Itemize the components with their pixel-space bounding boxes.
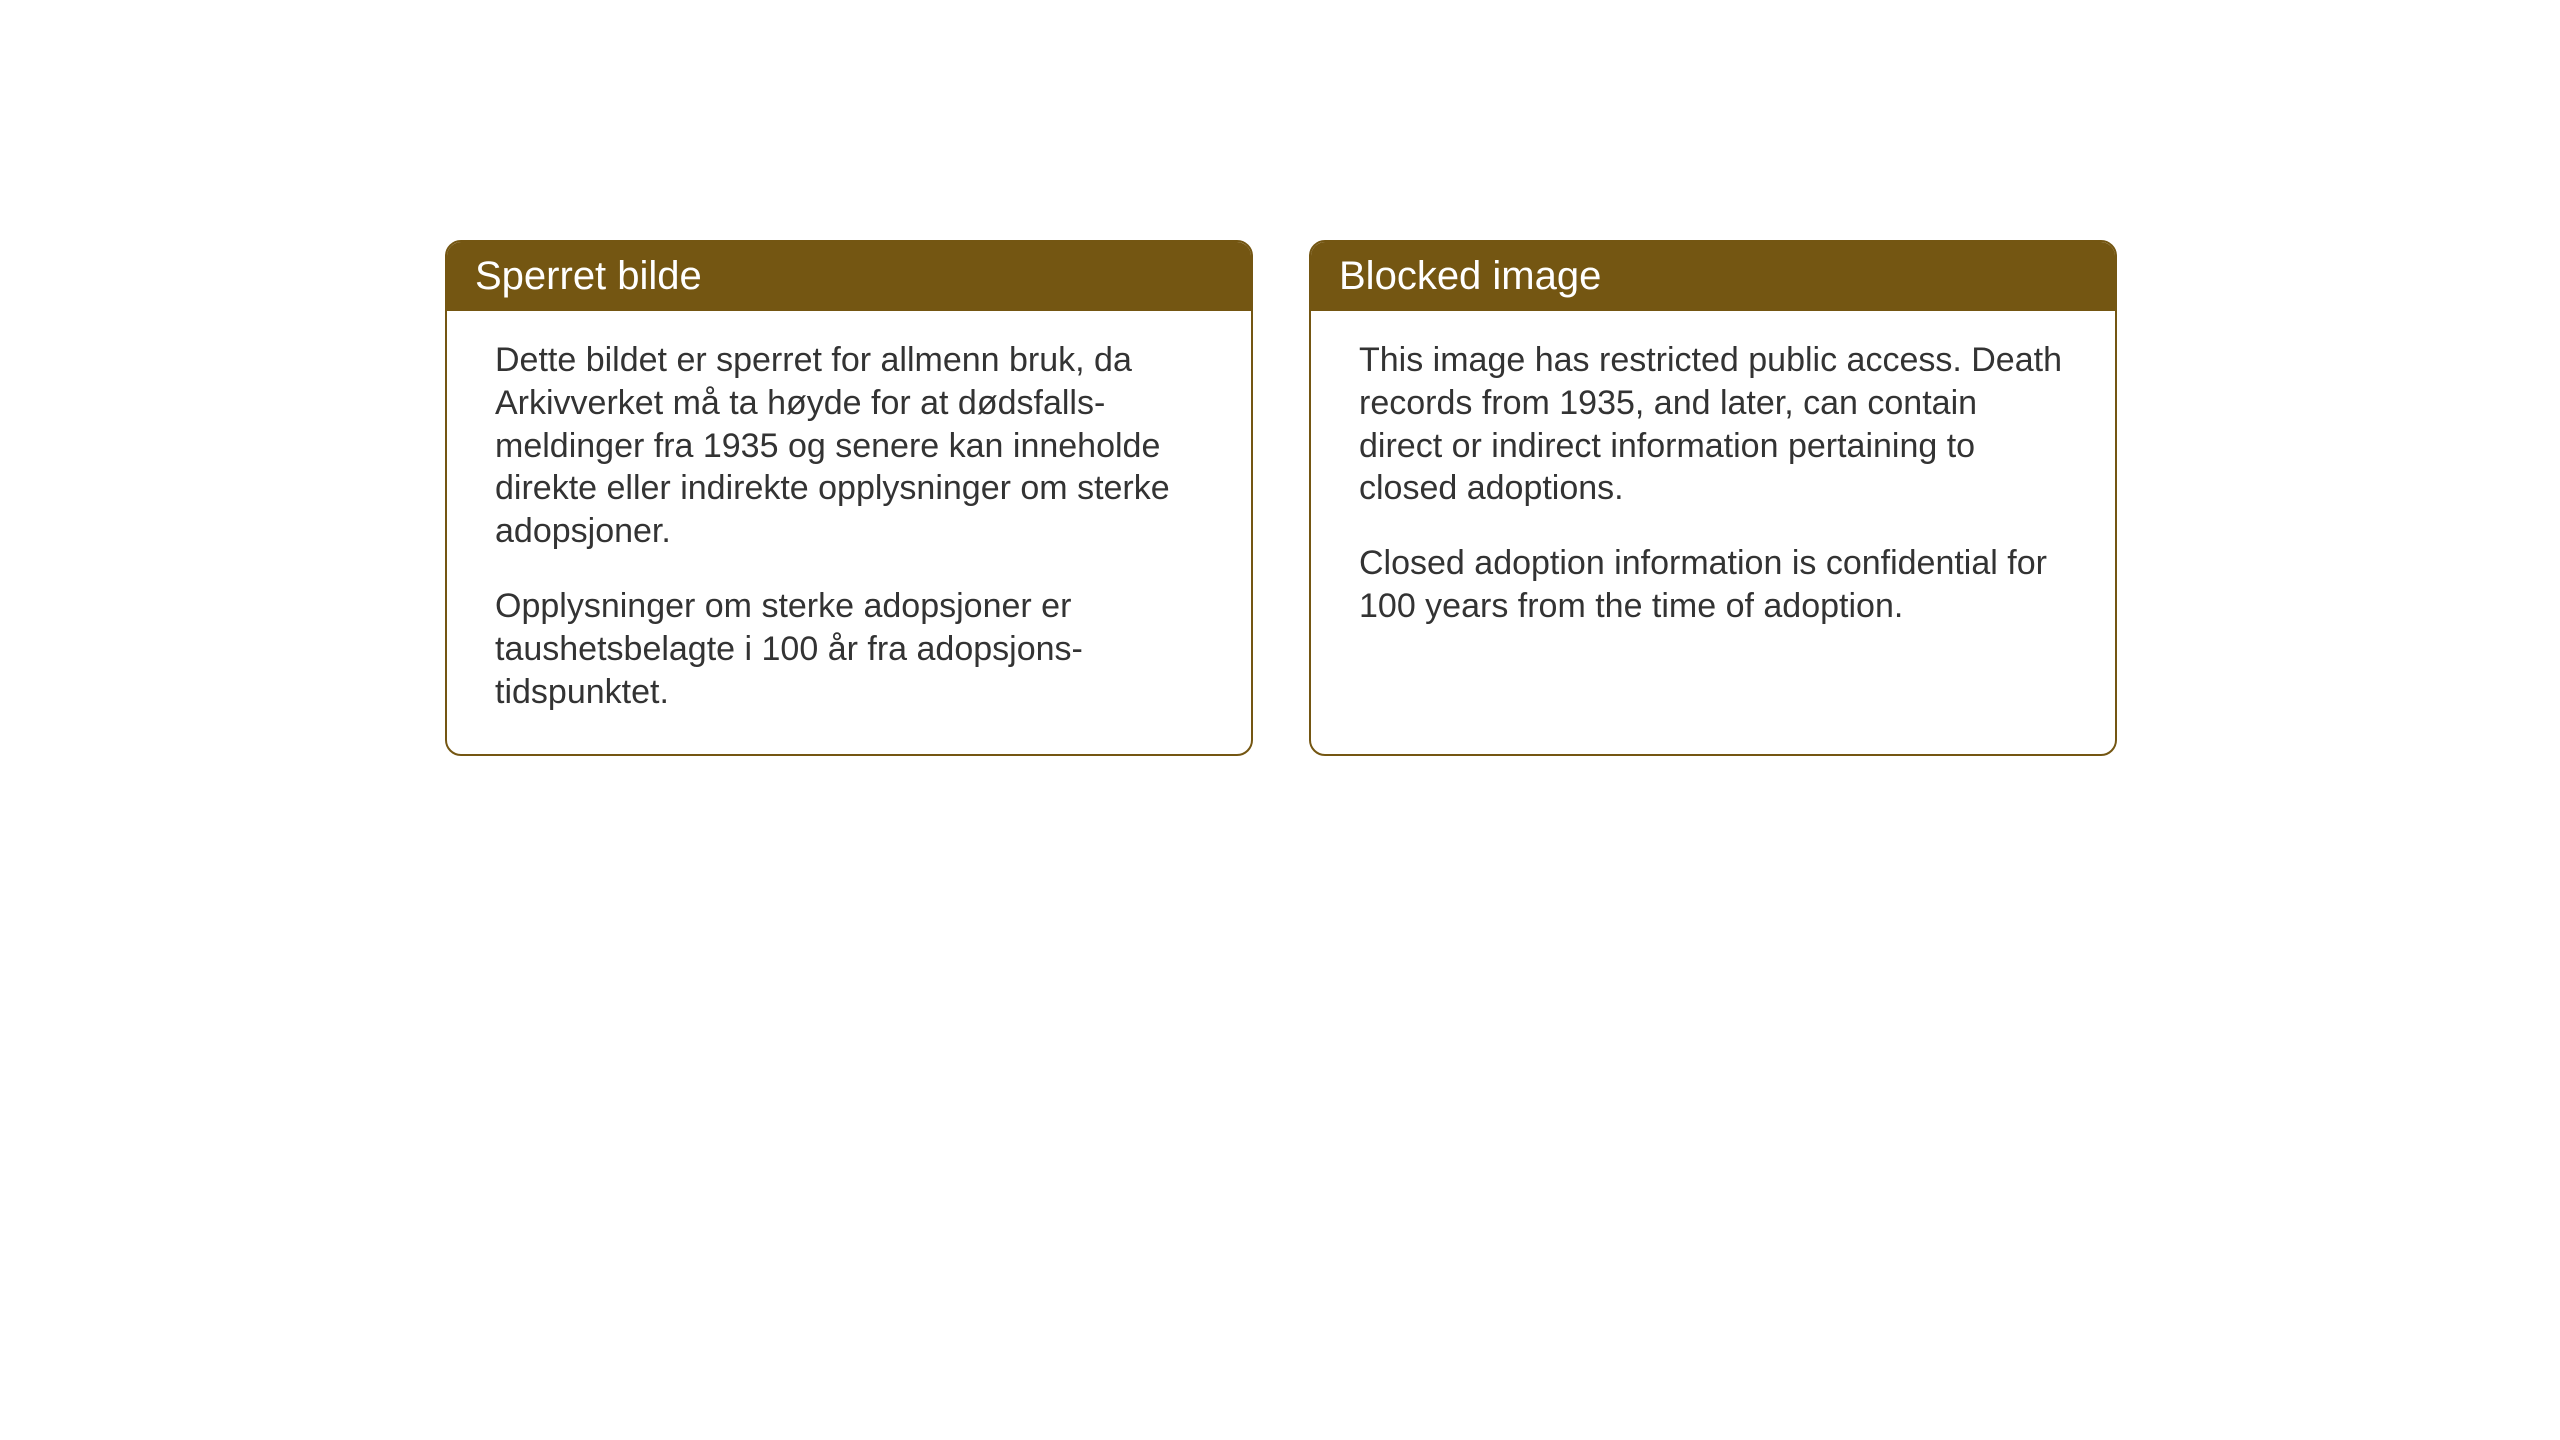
notice-container: Sperret bilde Dette bildet er sperret fo… <box>445 240 2117 756</box>
card-paragraph: Opplysninger om sterke adopsjoner er tau… <box>495 585 1203 713</box>
notice-card-norwegian: Sperret bilde Dette bildet er sperret fo… <box>445 240 1253 756</box>
card-header-norwegian: Sperret bilde <box>447 242 1251 311</box>
card-body-norwegian: Dette bildet er sperret for allmenn bruk… <box>447 311 1251 754</box>
card-paragraph: Closed adoption information is confident… <box>1359 542 2067 628</box>
card-body-english: This image has restricted public access.… <box>1311 311 2115 668</box>
card-paragraph: This image has restricted public access.… <box>1359 339 2067 510</box>
card-paragraph: Dette bildet er sperret for allmenn bruk… <box>495 339 1203 553</box>
card-header-english: Blocked image <box>1311 242 2115 311</box>
notice-card-english: Blocked image This image has restricted … <box>1309 240 2117 756</box>
